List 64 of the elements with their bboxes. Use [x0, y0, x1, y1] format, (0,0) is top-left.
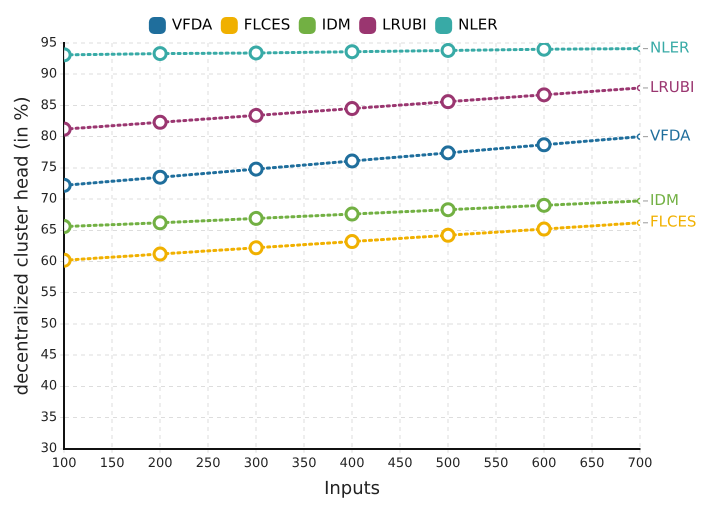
x-tick-label: 700 [628, 456, 652, 471]
point [536, 43, 552, 57]
x-axis-title: Inputs [324, 478, 380, 499]
y-tick-label: 95 [40, 35, 58, 50]
point [152, 215, 168, 230]
y-tick-label: 40 [40, 378, 58, 394]
point [536, 198, 552, 213]
x-tick-label: 100 [52, 456, 77, 471]
x-tick-label: 300 [244, 456, 269, 471]
y-tick-label: 80 [40, 129, 58, 144]
point [536, 87, 552, 102]
point [440, 94, 456, 110]
point [248, 108, 264, 123]
y-tick-label: 65 [40, 222, 58, 238]
point [152, 114, 168, 130]
y-tick-label: 75 [40, 160, 58, 176]
point [344, 44, 360, 60]
legend-label: LRUBI [382, 15, 427, 34]
point [344, 206, 360, 222]
y-tick-label: 45 [40, 348, 58, 363]
legend-label: VFDA [172, 15, 214, 34]
point [536, 222, 552, 237]
point [152, 46, 168, 62]
x-tick-label: 650 [580, 456, 604, 471]
x-tick-label: 200 [148, 456, 173, 471]
legend-label: FLCES [244, 15, 290, 34]
point [248, 210, 264, 226]
y-tick-label: 50 [40, 316, 58, 332]
point [536, 137, 552, 152]
x-tick-label: 500 [436, 456, 460, 471]
x-tick-label: 450 [388, 456, 412, 471]
text: NLER [650, 38, 690, 57]
y-tick-label: 90 [40, 66, 58, 82]
text: VFDA [650, 126, 690, 145]
legend-label: IDM [322, 15, 351, 34]
x-tick-label: 400 [340, 456, 364, 471]
y-tick-label: 55 [40, 285, 58, 300]
y-tick-label: 85 [40, 98, 58, 113]
point [344, 101, 360, 116]
y-tick-label: 35 [40, 410, 58, 425]
point [248, 45, 264, 60]
y-tick-label: 60 [40, 254, 58, 269]
y-tick-label: 70 [40, 191, 58, 206]
point [344, 153, 360, 168]
point [440, 145, 456, 160]
text: FLCES [650, 212, 696, 231]
point [440, 43, 456, 58]
x-tick-label: 150 [100, 456, 125, 471]
x-tick-label: 350 [292, 456, 316, 471]
point [152, 170, 168, 185]
y-axis-title: decentralized cluster head (in %) [11, 96, 32, 396]
point [152, 246, 168, 262]
legend-label: NLER [458, 15, 498, 34]
text: LRUBI [650, 78, 694, 96]
x-tick-label: 550 [484, 456, 508, 471]
y-tick-label: 30 [40, 441, 58, 456]
point [248, 162, 264, 177]
point [440, 228, 456, 243]
text: IDM [650, 190, 679, 209]
point [440, 202, 456, 218]
point [344, 234, 360, 250]
x-tick-label: 600 [532, 456, 556, 471]
point [248, 240, 264, 256]
x-tick-label: 250 [196, 456, 221, 471]
